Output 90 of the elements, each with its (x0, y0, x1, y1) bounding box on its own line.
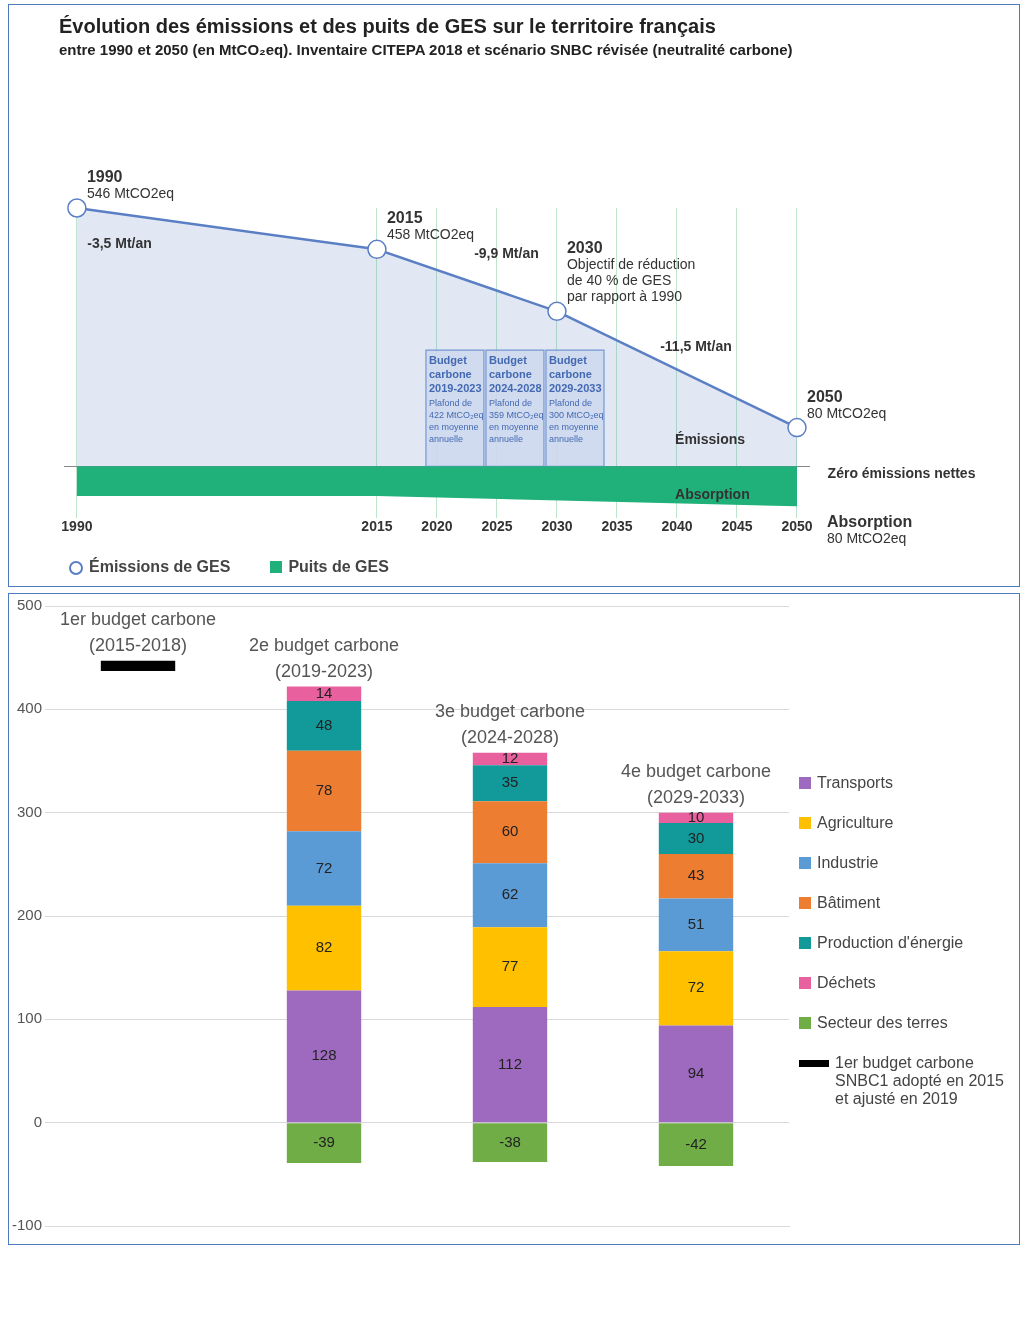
bar (472, 1006, 548, 1123)
bar (472, 1123, 548, 1162)
bar (472, 801, 548, 864)
y-tick-label: 200 (16, 906, 43, 924)
bar (472, 765, 548, 802)
bar (472, 927, 548, 1007)
data-label: 10 (687, 807, 705, 825)
bar (658, 898, 734, 952)
annotation: 2030 Objectif de réduction de 40 % de GES par rapport à 1990 (566, 239, 696, 305)
data-label: 78 (315, 781, 333, 799)
bar (472, 863, 548, 928)
data-label: 14 (315, 683, 333, 701)
x-tick-label: 2040 (661, 517, 693, 534)
annotation: Émissions (675, 430, 746, 447)
bar (286, 831, 362, 906)
y-tick-label: 100 (16, 1009, 43, 1027)
annotation: -9,9 Mt/an (474, 244, 539, 261)
data-label: 60 (501, 822, 519, 840)
data-label: 72 (315, 858, 333, 876)
x-tick-label: 2045 (721, 517, 753, 534)
legend-label: Bâtiment (817, 894, 881, 912)
annotation: 2015 458 MtCO2eq (386, 209, 475, 243)
bar (286, 990, 362, 1123)
x-tick-label: 2020 (421, 517, 453, 534)
annotation: Absorption 80 MtCO2eq (827, 513, 913, 547)
chart-title: Évolution des émissions et des puits de GES sur le territoire français (59, 15, 717, 38)
bar (286, 701, 362, 751)
data-label: 82 (315, 938, 333, 956)
data-label: 72 (687, 978, 705, 996)
x-tick-label: 2030 (541, 517, 573, 534)
data-label: 77 (501, 957, 519, 975)
annotation: Absorption (675, 486, 750, 503)
band-label: Budget carbone 2029-2033 Plafond de 300 MtCO₂eq en moyenne annuelle (548, 354, 604, 445)
legend-label: Déchets (817, 974, 876, 992)
data-label: -38 (499, 1132, 521, 1150)
y-tick-label: 300 (16, 802, 43, 820)
bar (658, 951, 734, 1026)
data-label: -39 (313, 1133, 335, 1151)
y-tick-label: 400 (16, 699, 43, 717)
x-tick-label: 1990 (61, 517, 93, 534)
point (367, 239, 387, 260)
bar (658, 1123, 734, 1167)
x-tick-label: 2035 (601, 517, 633, 534)
data-label: 51 (687, 914, 705, 932)
data-label: 12 (501, 749, 519, 767)
legend-label: 1er budget carbone SNBC1 adopté en 2015 et ajusté en 2019 (835, 1054, 1005, 1108)
text: Zéro émissions nettes (827, 464, 976, 481)
bar (658, 1025, 734, 1123)
bar (286, 905, 362, 991)
data-label: 94 (687, 1063, 705, 1081)
legend-label: Transports (817, 774, 893, 792)
data-label: -42 (685, 1134, 707, 1152)
x-tick-label: 3e budget carbone (2024-2028) (434, 700, 586, 747)
legend-label: Industrie (817, 854, 879, 872)
point (787, 417, 807, 438)
data-label: 35 (501, 773, 519, 791)
y-tick-label: 0 (33, 1112, 43, 1130)
bar (286, 750, 362, 832)
y-tick-label: 500 (16, 596, 43, 614)
bar (658, 854, 734, 899)
legend-label: Production d'énergie (817, 934, 964, 952)
data-label: 48 (315, 716, 333, 734)
x-tick-label: 4e budget carbone (2029-2033) (620, 760, 772, 807)
band-label: Budget carbone 2024-2028 Plafond de 359 MtCO₂eq en moyenne annuelle (488, 354, 544, 445)
legend-label: Puits de GES (288, 558, 389, 576)
legend-label: Secteur des terres (817, 1014, 948, 1032)
annotation: -11,5 Mt/an (660, 337, 732, 354)
data-label: 128 (311, 1046, 337, 1064)
data-label: 43 (687, 866, 705, 884)
data-label: 112 (498, 1054, 522, 1072)
chart-subtitle: entre 1990 et 2050 (en MtCO₂eq). Inventaire CITEPA 2018 et scénario SNBC révisée (neutralité carbone) (59, 41, 794, 58)
x-tick-label: 2025 (481, 517, 513, 534)
point (67, 198, 87, 218)
x-tick-label: 2015 (361, 517, 393, 534)
bar (100, 660, 176, 672)
x-tick-label: 2e budget carbone (2019-2023) (248, 634, 400, 681)
legend-label: Émissions de GES (89, 558, 231, 576)
legend-label: Agriculture (817, 814, 894, 832)
point (547, 301, 567, 322)
x-tick-label: 2050 (781, 517, 813, 534)
band-label: Budget carbone 2019-2023 Plafond de 422 MtCO₂eq en moyenne annuelle (428, 354, 484, 445)
data-label: 30 (687, 828, 705, 846)
bar (286, 1123, 362, 1163)
annotation: 1990 546 MtCO2eq (86, 168, 175, 201)
annotation: -3,5 Mt/an (87, 235, 152, 252)
bar (658, 823, 734, 854)
y-tick-label: -100 (11, 1216, 43, 1234)
data-label: 62 (501, 885, 519, 903)
x-tick-label: 1er budget carbone (2015-2018) (59, 608, 217, 655)
annotation: 2050 80 MtCO2eq (807, 387, 887, 421)
